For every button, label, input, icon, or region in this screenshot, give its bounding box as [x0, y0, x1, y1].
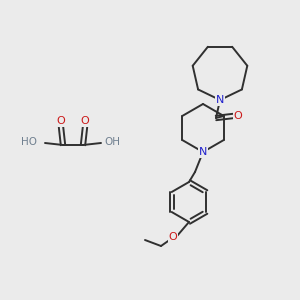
Text: N: N: [199, 147, 207, 157]
Text: H: H: [103, 137, 111, 147]
Text: OH: OH: [104, 137, 120, 147]
Text: N: N: [216, 95, 224, 105]
Text: O: O: [81, 116, 89, 126]
Text: HO: HO: [21, 137, 37, 147]
Text: O: O: [57, 116, 65, 126]
Text: O: O: [169, 232, 177, 242]
Text: O: O: [234, 111, 242, 121]
